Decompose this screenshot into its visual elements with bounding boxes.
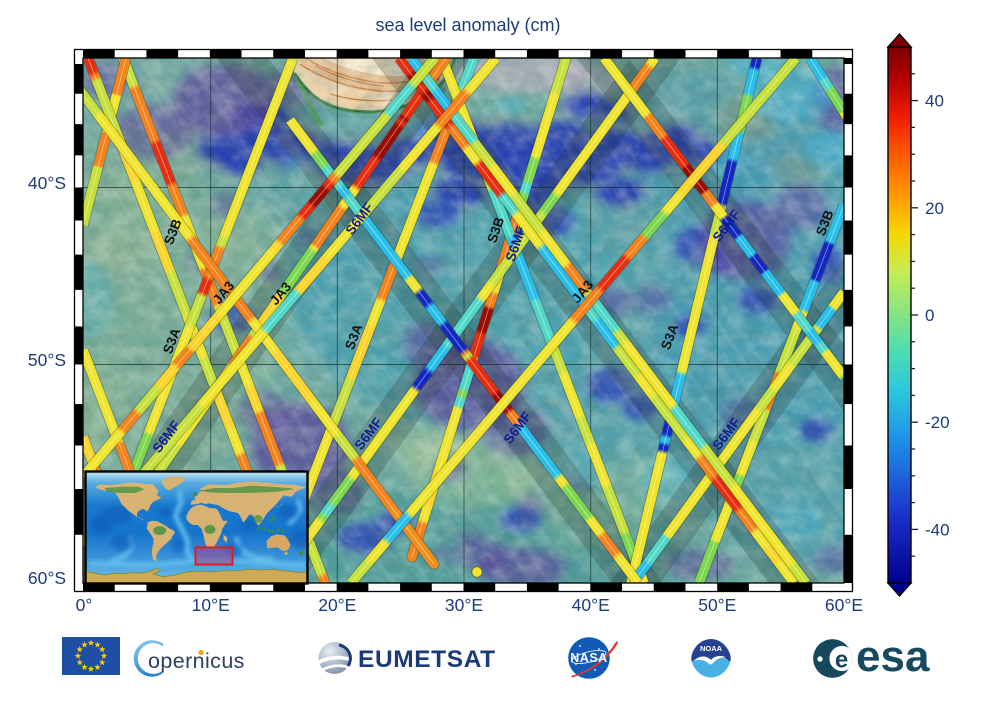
svg-text:40: 40: [925, 92, 944, 111]
svg-text:20°E: 20°E: [318, 595, 356, 615]
svg-text:60°E: 60°E: [825, 595, 863, 615]
svg-text:10°E: 10°E: [192, 595, 230, 615]
svg-text:-20: -20: [925, 413, 950, 432]
svg-text:30°E: 30°E: [445, 595, 483, 615]
svg-text:50°E: 50°E: [698, 595, 736, 615]
svg-text:40°S: 40°S: [28, 173, 66, 193]
svg-text:60°S: 60°S: [28, 568, 66, 588]
svg-text:opernicus: opernicus: [148, 649, 245, 673]
svg-text:e: e: [835, 647, 848, 674]
svg-text:NOAA: NOAA: [700, 644, 723, 653]
svg-text:40°E: 40°E: [572, 595, 610, 615]
svg-text:esa: esa: [856, 632, 930, 681]
svg-text:20: 20: [925, 199, 944, 218]
svg-text:0°: 0°: [76, 595, 93, 615]
svg-text:50°S: 50°S: [28, 350, 66, 370]
svg-text:-40: -40: [925, 520, 950, 539]
svg-text:sea level anomaly (cm): sea level anomaly (cm): [375, 15, 560, 35]
svg-text:0: 0: [925, 306, 934, 325]
svg-text:NASA: NASA: [570, 651, 607, 665]
svg-text:EUMETSAT: EUMETSAT: [358, 646, 496, 673]
